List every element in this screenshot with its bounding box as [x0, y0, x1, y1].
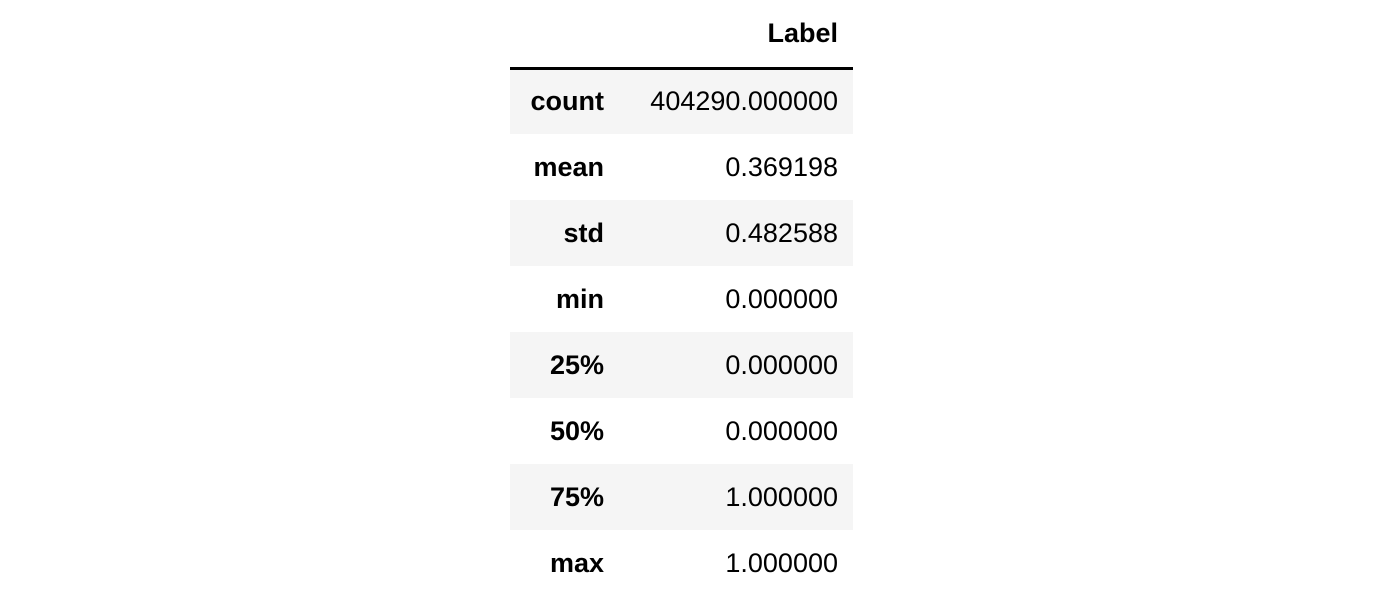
describe-table: Label count 404290.000000 mean 0.369198 …	[510, 0, 853, 596]
table-row: 25% 0.000000	[510, 332, 853, 398]
row-value-50pct: 0.000000	[725, 415, 838, 446]
row-index-75pct: 75%	[549, 481, 604, 512]
row-index-50pct: 50%	[549, 415, 604, 446]
row-index-std: std	[563, 217, 605, 248]
row-value-mean: 0.369198	[725, 151, 838, 182]
column-header-label: Label	[618, 0, 853, 70]
table-row: mean 0.369198	[510, 134, 853, 200]
row-value-count: 404290.000000	[650, 86, 838, 117]
row-value-min: 0.000000	[725, 283, 838, 314]
table-row: min 0.000000	[510, 266, 853, 332]
row-value-max: 1.000000	[725, 547, 838, 578]
table-body: count 404290.000000 mean 0.369198 std 0.…	[510, 68, 853, 596]
row-index-mean: mean	[533, 151, 604, 182]
table-row: count 404290.000000	[510, 68, 853, 134]
index-header-cell	[510, 0, 618, 70]
row-value-75pct: 1.000000	[725, 481, 838, 512]
row-index-min: min	[555, 283, 604, 314]
row-index-count: count	[530, 86, 605, 117]
header-row: Label	[510, 0, 853, 70]
table-row: 75% 1.000000	[510, 464, 853, 530]
table-row: 50% 0.000000	[510, 398, 853, 464]
table-row: max 1.000000	[510, 530, 853, 596]
row-value-std: 0.482588	[725, 217, 838, 248]
row-index-max: max	[549, 547, 604, 578]
table-row: std 0.482588	[510, 200, 853, 266]
row-value-25pct: 0.000000	[725, 349, 838, 380]
row-index-25pct: 25%	[549, 349, 604, 380]
table-header: Label	[510, 0, 853, 70]
